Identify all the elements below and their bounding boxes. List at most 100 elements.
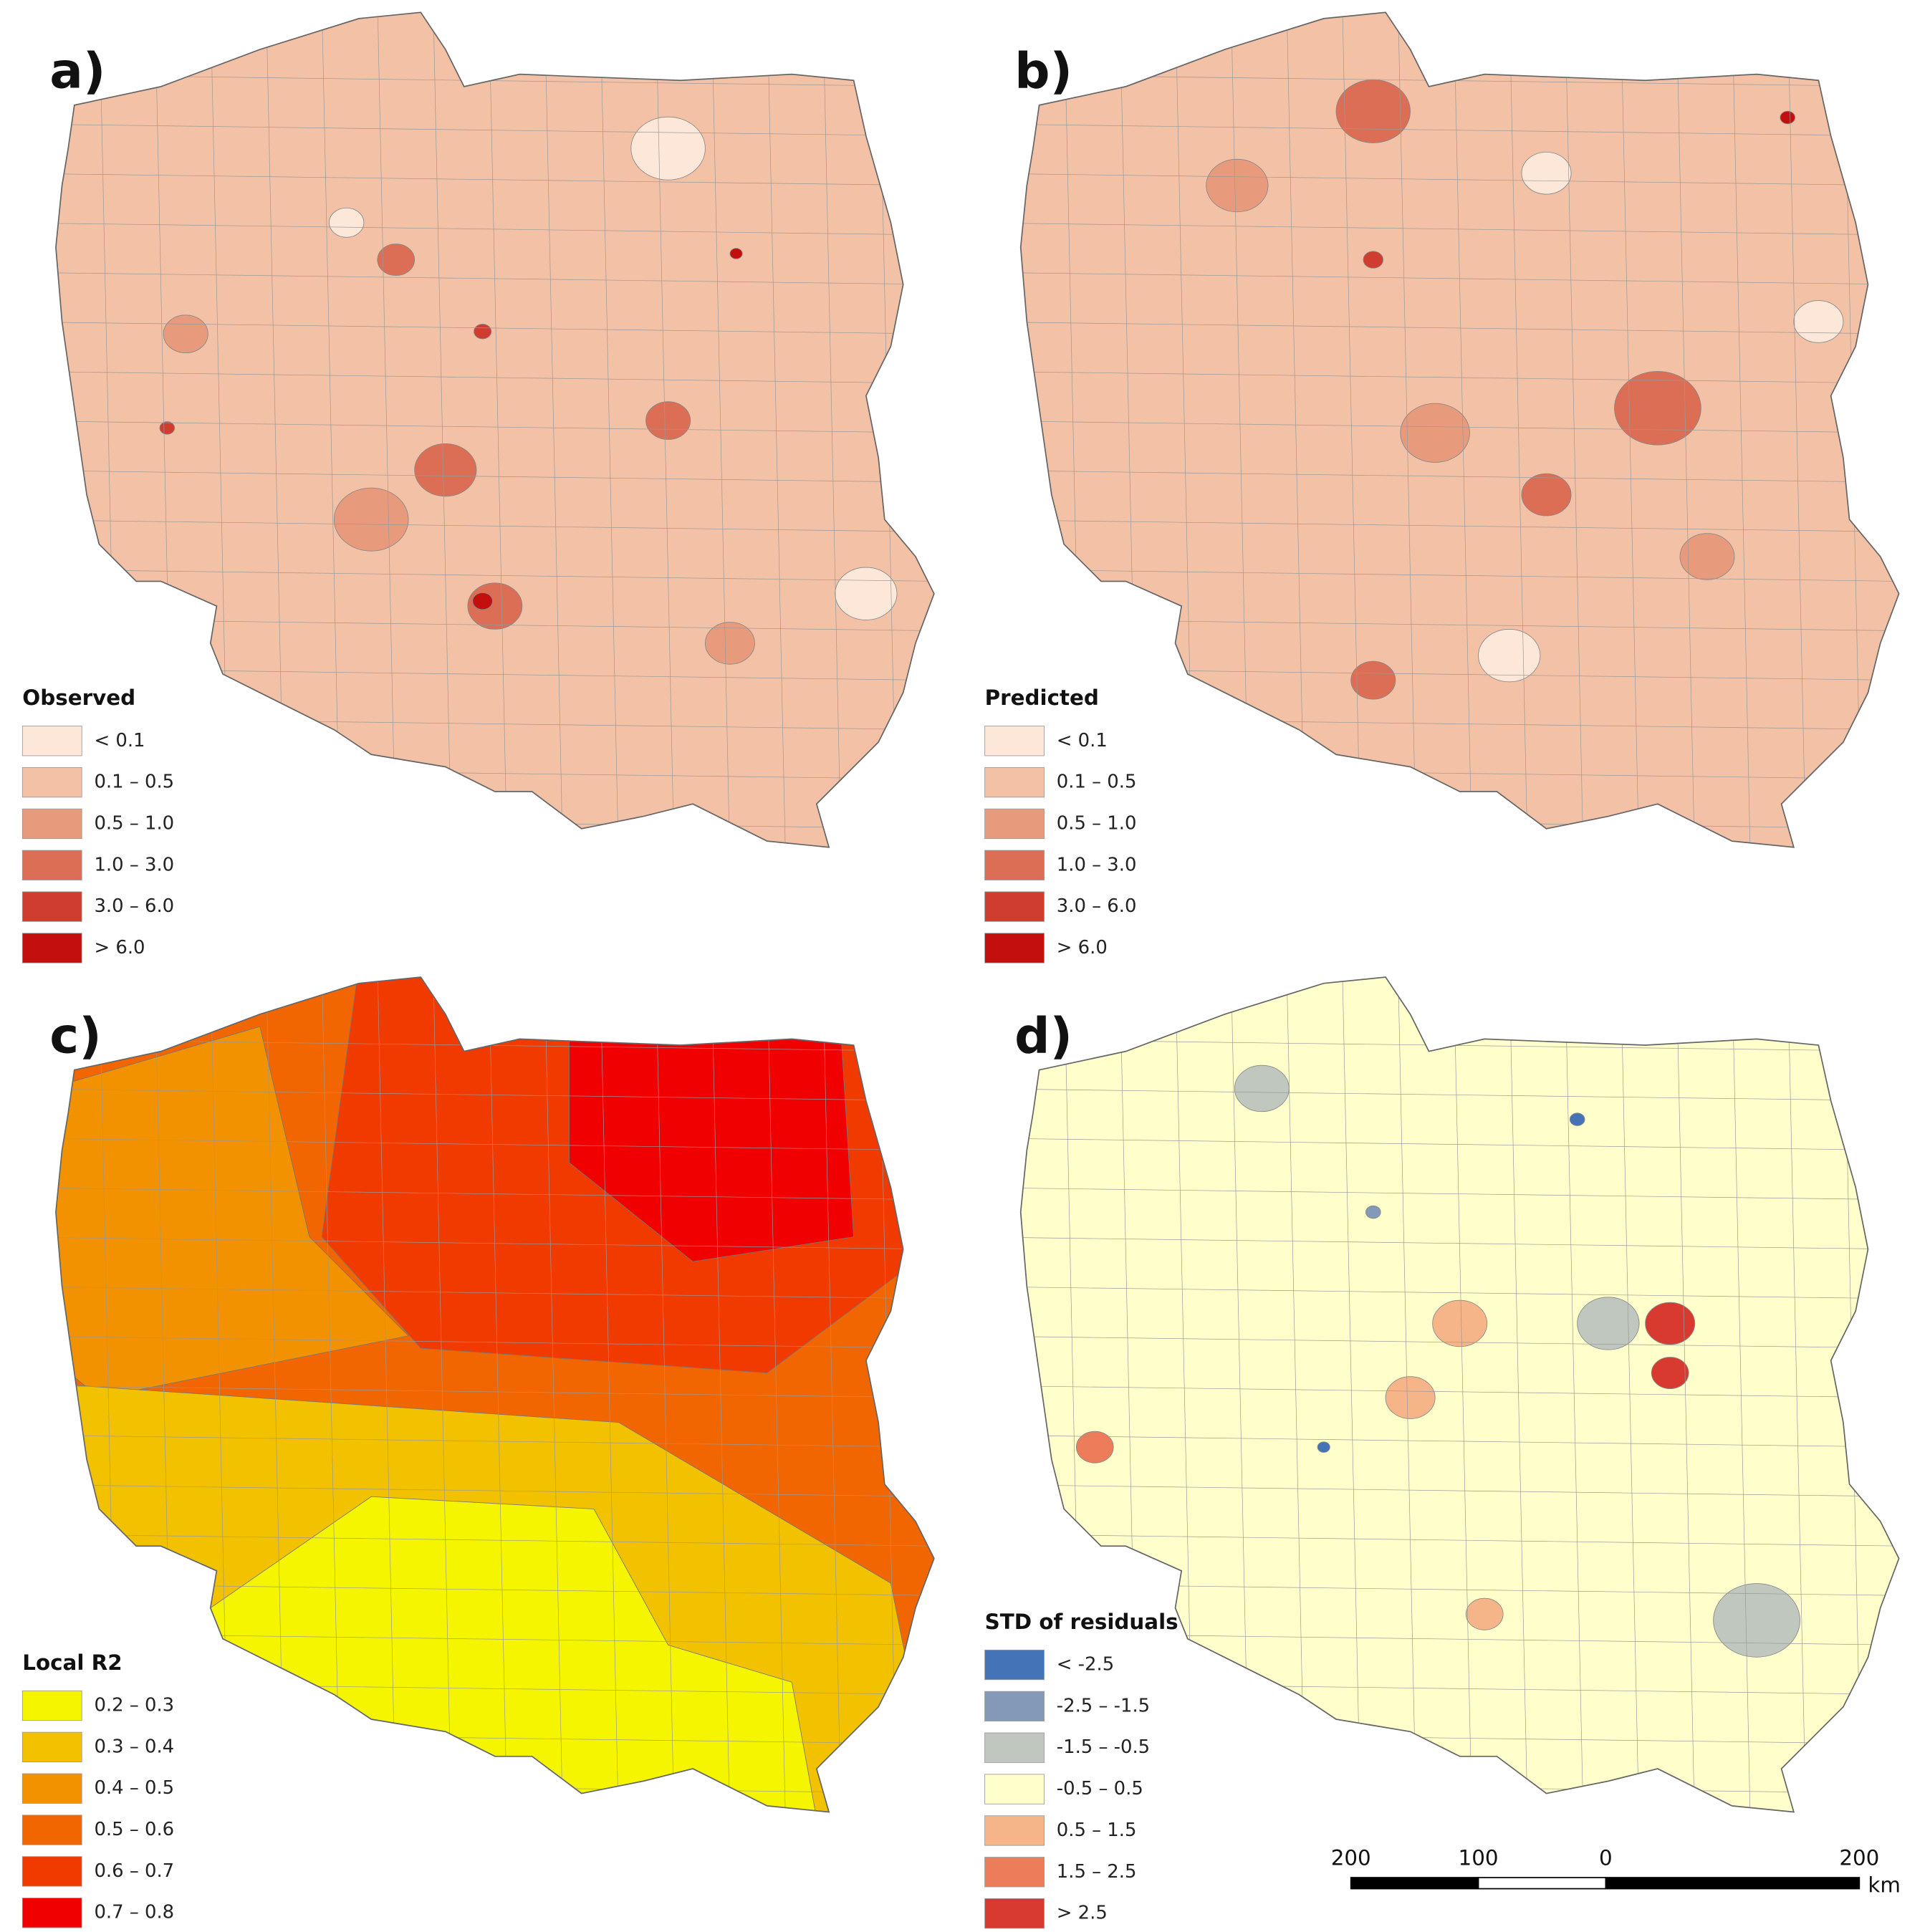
boundary bbox=[55, 1385, 934, 1398]
legend-swatch bbox=[21, 1690, 82, 1721]
boundary bbox=[822, 12, 842, 847]
district bbox=[1432, 1299, 1488, 1347]
legend-swatch bbox=[984, 1815, 1045, 1846]
district bbox=[1521, 151, 1572, 195]
legend-title: Local R2 bbox=[22, 1650, 122, 1675]
boundary bbox=[1732, 977, 1751, 1812]
legend-label: 1.0 – 3.0 bbox=[1057, 854, 1137, 875]
district bbox=[159, 421, 176, 435]
legend-swatch bbox=[984, 1649, 1045, 1681]
boundary bbox=[1020, 1533, 1899, 1547]
boundary bbox=[1565, 12, 1584, 847]
region bbox=[185, 1496, 842, 1812]
legend-swatch bbox=[984, 891, 1045, 922]
panel-label: c) bbox=[49, 1007, 102, 1064]
boundary bbox=[55, 1286, 934, 1299]
boundary bbox=[377, 12, 397, 847]
boundary bbox=[1397, 12, 1417, 847]
boundary bbox=[55, 222, 934, 236]
legend-swatch bbox=[21, 808, 82, 840]
boundary bbox=[1676, 977, 1696, 1812]
map-panel: c) Local R2 0.2 – 0.3 0.3 – 0.4 0.4 – 0.5 0.5… bbox=[21, 976, 935, 1928]
scale-label: 200 bbox=[1839, 1846, 1879, 1870]
boundary bbox=[55, 1138, 934, 1151]
district bbox=[1713, 1583, 1800, 1658]
legend-label: > 6.0 bbox=[1057, 937, 1108, 958]
boundary bbox=[1453, 977, 1473, 1812]
boundary bbox=[488, 12, 508, 847]
legend-swatch bbox=[984, 726, 1045, 756]
legend-swatch bbox=[21, 1815, 82, 1845]
district bbox=[1793, 300, 1844, 343]
boundary bbox=[1020, 370, 1899, 384]
boundary bbox=[544, 977, 564, 1812]
district bbox=[1651, 1357, 1689, 1390]
legend-swatch bbox=[984, 766, 1045, 798]
boundary bbox=[933, 12, 934, 847]
boundary bbox=[1020, 222, 1899, 236]
legend-label: < -2.5 bbox=[1057, 1654, 1114, 1676]
boundary bbox=[1020, 469, 1899, 483]
boundary bbox=[767, 977, 786, 1812]
boundary bbox=[488, 977, 508, 1812]
boundary bbox=[1020, 1088, 1899, 1102]
region bbox=[55, 1026, 409, 1398]
legend-swatch bbox=[984, 850, 1045, 880]
boundary bbox=[1020, 271, 1899, 285]
boundary bbox=[321, 12, 341, 847]
map bbox=[1020, 977, 1899, 1812]
scale-segment bbox=[1477, 1877, 1607, 1890]
legend-label: 3.0 – 6.0 bbox=[94, 895, 174, 917]
boundary bbox=[1020, 123, 1899, 137]
legend-label: < 0.1 bbox=[94, 730, 145, 751]
legend-label: 3.0 – 6.0 bbox=[1057, 895, 1137, 917]
legend-label: 0.5 – 1.5 bbox=[1057, 1820, 1137, 1841]
district bbox=[414, 443, 477, 497]
legend-label: -1.5 – -0.5 bbox=[1057, 1736, 1150, 1758]
legend-label: 0.5 – 0.6 bbox=[94, 1819, 174, 1840]
boundary bbox=[1898, 977, 1899, 1812]
legend-swatch bbox=[984, 1857, 1045, 1888]
boundary bbox=[1342, 12, 1361, 847]
district bbox=[1234, 1064, 1290, 1112]
boundary bbox=[55, 1187, 934, 1201]
map-panel: b) Predicted < 0.1 0.1 – 0.5 0.5 – 1.0 1.0 – … bbox=[984, 11, 1900, 963]
legend-swatch bbox=[21, 1773, 82, 1804]
legend-label: 0.5 – 1.0 bbox=[1057, 812, 1137, 834]
boundary bbox=[1453, 12, 1473, 847]
boundary bbox=[1286, 977, 1306, 1812]
map-panel: d) STD of residuals < -2.5 -2.5 – -1.5 -1.5 … bbox=[984, 976, 1900, 1929]
boundary bbox=[1286, 12, 1306, 847]
boundary bbox=[822, 977, 842, 1812]
boundary bbox=[1020, 321, 1899, 335]
legend-swatch bbox=[984, 1774, 1045, 1804]
boundary bbox=[55, 420, 934, 433]
legend-swatch bbox=[21, 891, 82, 922]
legend-label: > 2.5 bbox=[1057, 1903, 1108, 1924]
scale-label: 0 bbox=[1599, 1846, 1613, 1870]
boundary bbox=[1509, 977, 1528, 1812]
panel-label: b) bbox=[1014, 43, 1072, 100]
boundary bbox=[1020, 1434, 1899, 1448]
legend-label: 0.1 – 0.5 bbox=[1057, 772, 1137, 793]
legend-swatch bbox=[21, 1731, 82, 1763]
legend-swatch bbox=[984, 1898, 1045, 1929]
district bbox=[1075, 1431, 1114, 1464]
district bbox=[729, 248, 743, 259]
boundary bbox=[55, 1533, 934, 1547]
legend-swatch bbox=[21, 726, 82, 756]
district bbox=[630, 116, 706, 181]
scale-label: 100 bbox=[1459, 1846, 1499, 1870]
legend-title: Observed bbox=[22, 686, 135, 710]
legend-swatch bbox=[984, 1691, 1045, 1722]
country-border bbox=[1019, 976, 1900, 1813]
district bbox=[1569, 1112, 1585, 1126]
boundary bbox=[1397, 977, 1417, 1812]
boundary bbox=[1565, 977, 1584, 1812]
district bbox=[1614, 370, 1701, 446]
boundary bbox=[1020, 420, 1899, 433]
boundary bbox=[55, 1236, 934, 1250]
boundary bbox=[1732, 12, 1751, 847]
legend-label: 0.7 – 0.8 bbox=[94, 1902, 174, 1923]
legend-label: 0.2 – 0.3 bbox=[94, 1695, 174, 1716]
